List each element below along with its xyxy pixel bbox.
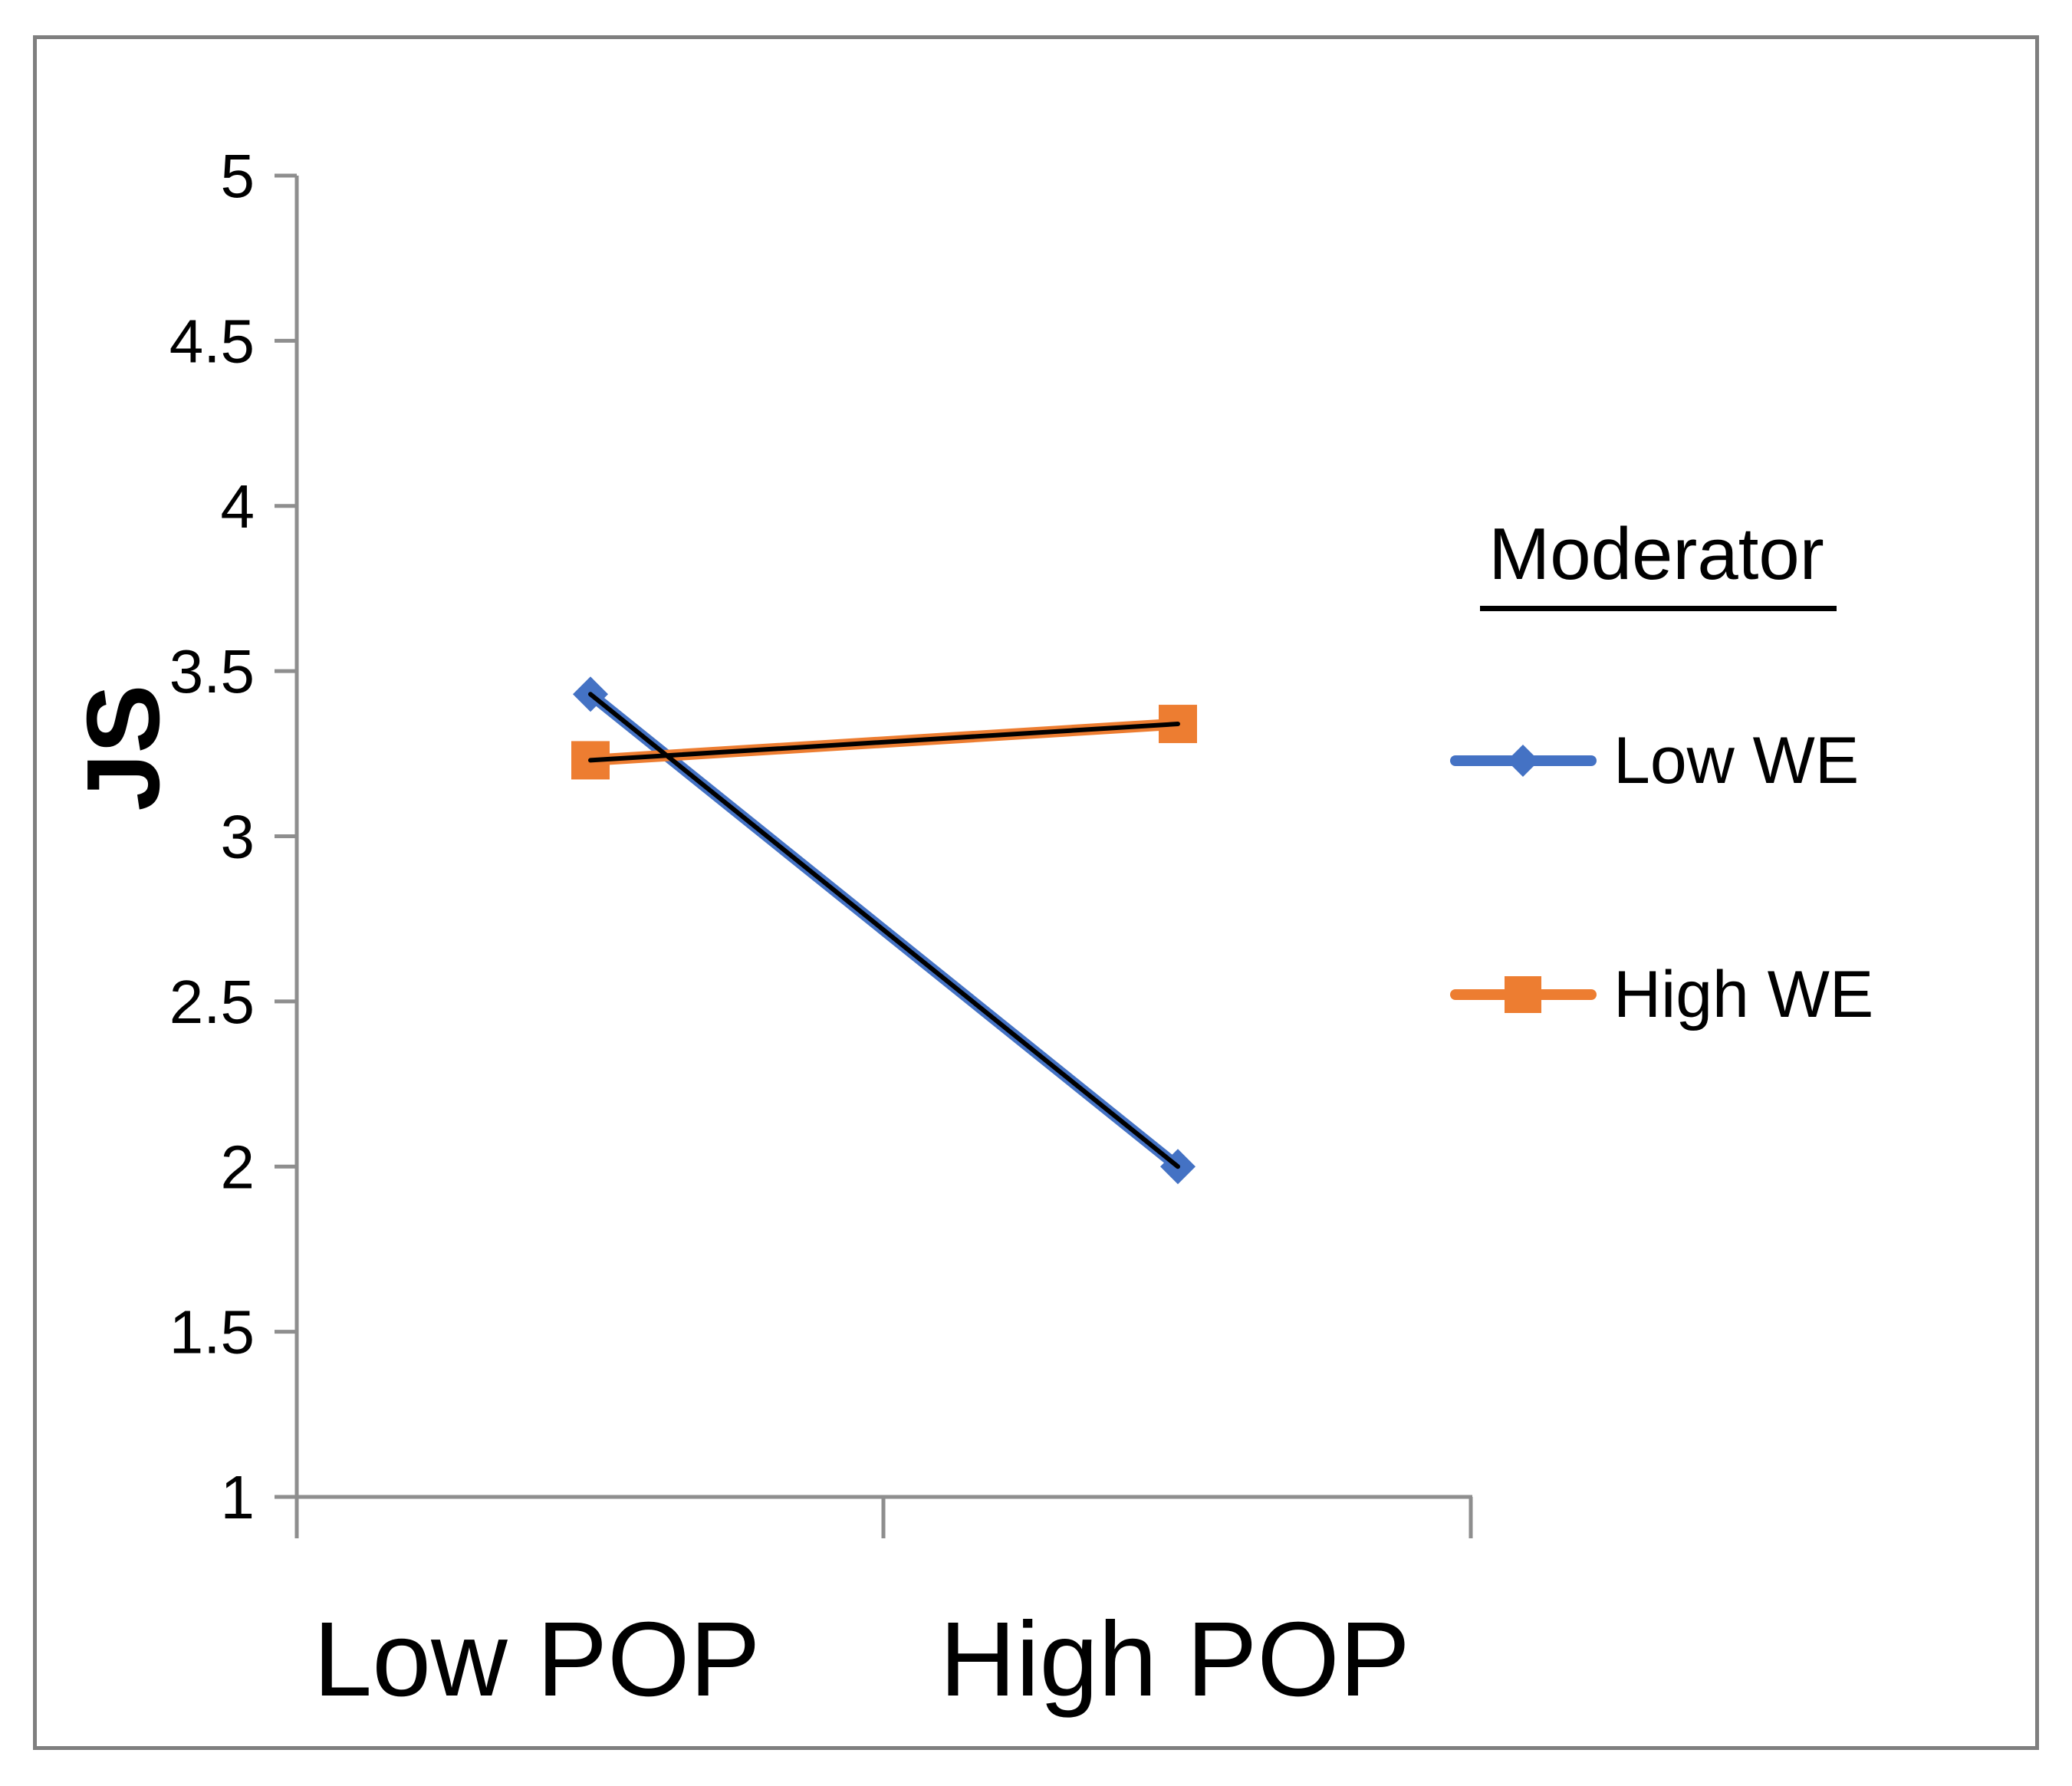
y-tick-label: 1.5 (169, 1298, 255, 1367)
chart-outer-border (33, 35, 2039, 1750)
legend-label-low-we: Low WE (1613, 723, 1860, 798)
legend-diamond-marker (1507, 745, 1539, 777)
x-category-label-low-pop: Low POP (313, 1600, 761, 1719)
x-category-label-high-pop: High POP (939, 1600, 1410, 1719)
series-core-line (588, 692, 1180, 1169)
y-tick-label: 5 (221, 142, 255, 210)
y-tick-label: 4.5 (169, 307, 255, 375)
y-tick-label: 2.5 (169, 968, 255, 1036)
legend-swatch-high-we (1450, 976, 1597, 1013)
y-axis-title: JS (64, 684, 181, 811)
legend-title: Moderator (1488, 513, 1824, 595)
y-tick-label: 1 (221, 1463, 255, 1531)
y-tick-label: 3.5 (169, 637, 255, 706)
series-core-line (588, 722, 1180, 763)
legend-label-high-we: High WE (1613, 957, 1874, 1031)
legend-title-underline (1480, 606, 1837, 611)
y-tick-label: 4 (221, 472, 255, 541)
legend-item-low-we: Low WE (1442, 724, 2070, 798)
legend-swatch-low-we (1450, 745, 1597, 777)
y-tick-label: 2 (221, 1133, 255, 1201)
legend-item-high-we: High WE (1442, 958, 2070, 1031)
legend-square-marker (1505, 976, 1541, 1013)
y-tick-label: 3 (221, 803, 255, 871)
